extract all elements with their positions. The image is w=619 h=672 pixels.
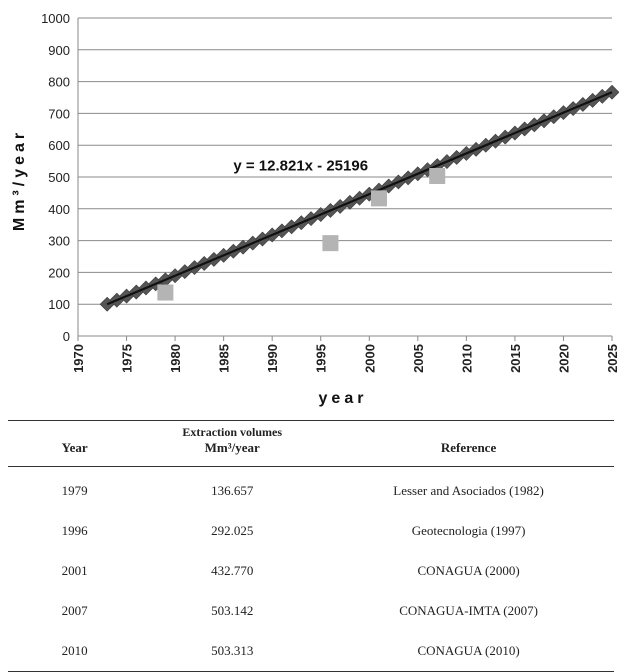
- cell-volume: 292.025: [211, 523, 254, 538]
- x-tick-label: 2015: [508, 344, 523, 373]
- x-tick-label: 1995: [314, 344, 329, 373]
- x-tick-label: 2020: [556, 344, 571, 373]
- x-tick-label: 1980: [168, 344, 183, 373]
- x-tick-label: 2005: [411, 344, 426, 373]
- column-header-reference: Reference: [323, 440, 614, 467]
- cell-year: 2010: [8, 631, 142, 672]
- extraction-volumes-table: Extraction volumes Year Mm³/year Referen…: [8, 420, 614, 672]
- x-tick-label: 1985: [217, 344, 232, 373]
- x-tick-label: 1970: [71, 344, 86, 373]
- cell-volume: 136.657: [211, 483, 254, 498]
- cell-volume: 432.770: [211, 563, 254, 578]
- x-axis-label: year: [319, 390, 368, 407]
- y-tick-label: 100: [48, 297, 70, 312]
- x-tick-label: 2025: [605, 344, 619, 373]
- y-tick-label: 0: [63, 329, 70, 344]
- y-axis-ticks: 0 100 200 300 400 500 600 700 800 900 1000: [41, 11, 70, 344]
- group-header-extraction-volumes: Extraction volumes: [141, 420, 324, 440]
- column-header-volume: Mm³/year: [141, 440, 324, 467]
- trend-line: [106, 91, 613, 306]
- x-axis-ticks: 1970 1975 1980 1985 1990 1995 2000 2005 2010 2015…: [71, 336, 619, 373]
- trend-equation: y = 12.821x - 25196: [233, 158, 368, 175]
- x-tick-label: 1990: [265, 344, 280, 373]
- y-tick-label: 400: [48, 202, 70, 217]
- y-tick-label: 1000: [41, 11, 70, 26]
- trend-series: [99, 84, 619, 312]
- data-point: [429, 168, 446, 185]
- x-tick-label: 2010: [459, 344, 474, 373]
- y-tick-label: 300: [48, 234, 70, 249]
- column-header-year: Year: [8, 440, 142, 467]
- cell-year: 2001: [61, 563, 88, 578]
- table-row: 2010 503.313 CONAGUA (2010): [8, 631, 614, 672]
- y-tick-label: 700: [48, 106, 70, 121]
- y-tick-label: 600: [48, 138, 70, 153]
- extraction-table-container: Extraction volumes Year Mm³/year Referen…: [8, 420, 614, 672]
- cell-reference: Lesser and Asociados (1982): [393, 483, 544, 498]
- table-row: 2001 432.770 CONAGUA (2000): [8, 551, 614, 591]
- cell-volume: 503.142: [211, 603, 254, 618]
- data-point: [370, 190, 387, 207]
- data-point: [157, 284, 174, 301]
- data-point: [322, 235, 339, 252]
- observed-points-series: [157, 168, 446, 301]
- cell-year: 1996: [61, 523, 88, 538]
- y-tick-label: 500: [48, 170, 70, 185]
- y-axis-label: Mm³/year: [11, 129, 28, 231]
- annotations: y = 12.821x - 25196: [233, 158, 368, 175]
- y-tick-label: 200: [48, 265, 70, 280]
- cell-year: 2007: [61, 603, 88, 618]
- cell-reference: CONAGUA (2010): [323, 631, 614, 672]
- table-row: 1979 136.657 Lesser and Asociados (1982): [8, 467, 614, 512]
- x-tick-label: 1975: [120, 344, 135, 373]
- table-row: 2007 503.142 CONAGUA-IMTA (2007): [8, 591, 614, 631]
- cell-reference: CONAGUA (2000): [417, 563, 520, 578]
- cell-year: 1979: [61, 483, 88, 498]
- x-tick-label: 2000: [362, 344, 377, 373]
- cell-volume: 503.313: [141, 631, 324, 672]
- cell-reference: Geotecnologia (1997): [411, 523, 526, 538]
- cell-reference: CONAGUA-IMTA (2007): [399, 603, 538, 618]
- y-tick-label: 800: [48, 75, 70, 90]
- table-row: 1996 292.025 Geotecnologia (1997): [8, 511, 614, 551]
- y-tick-label: 900: [48, 43, 70, 58]
